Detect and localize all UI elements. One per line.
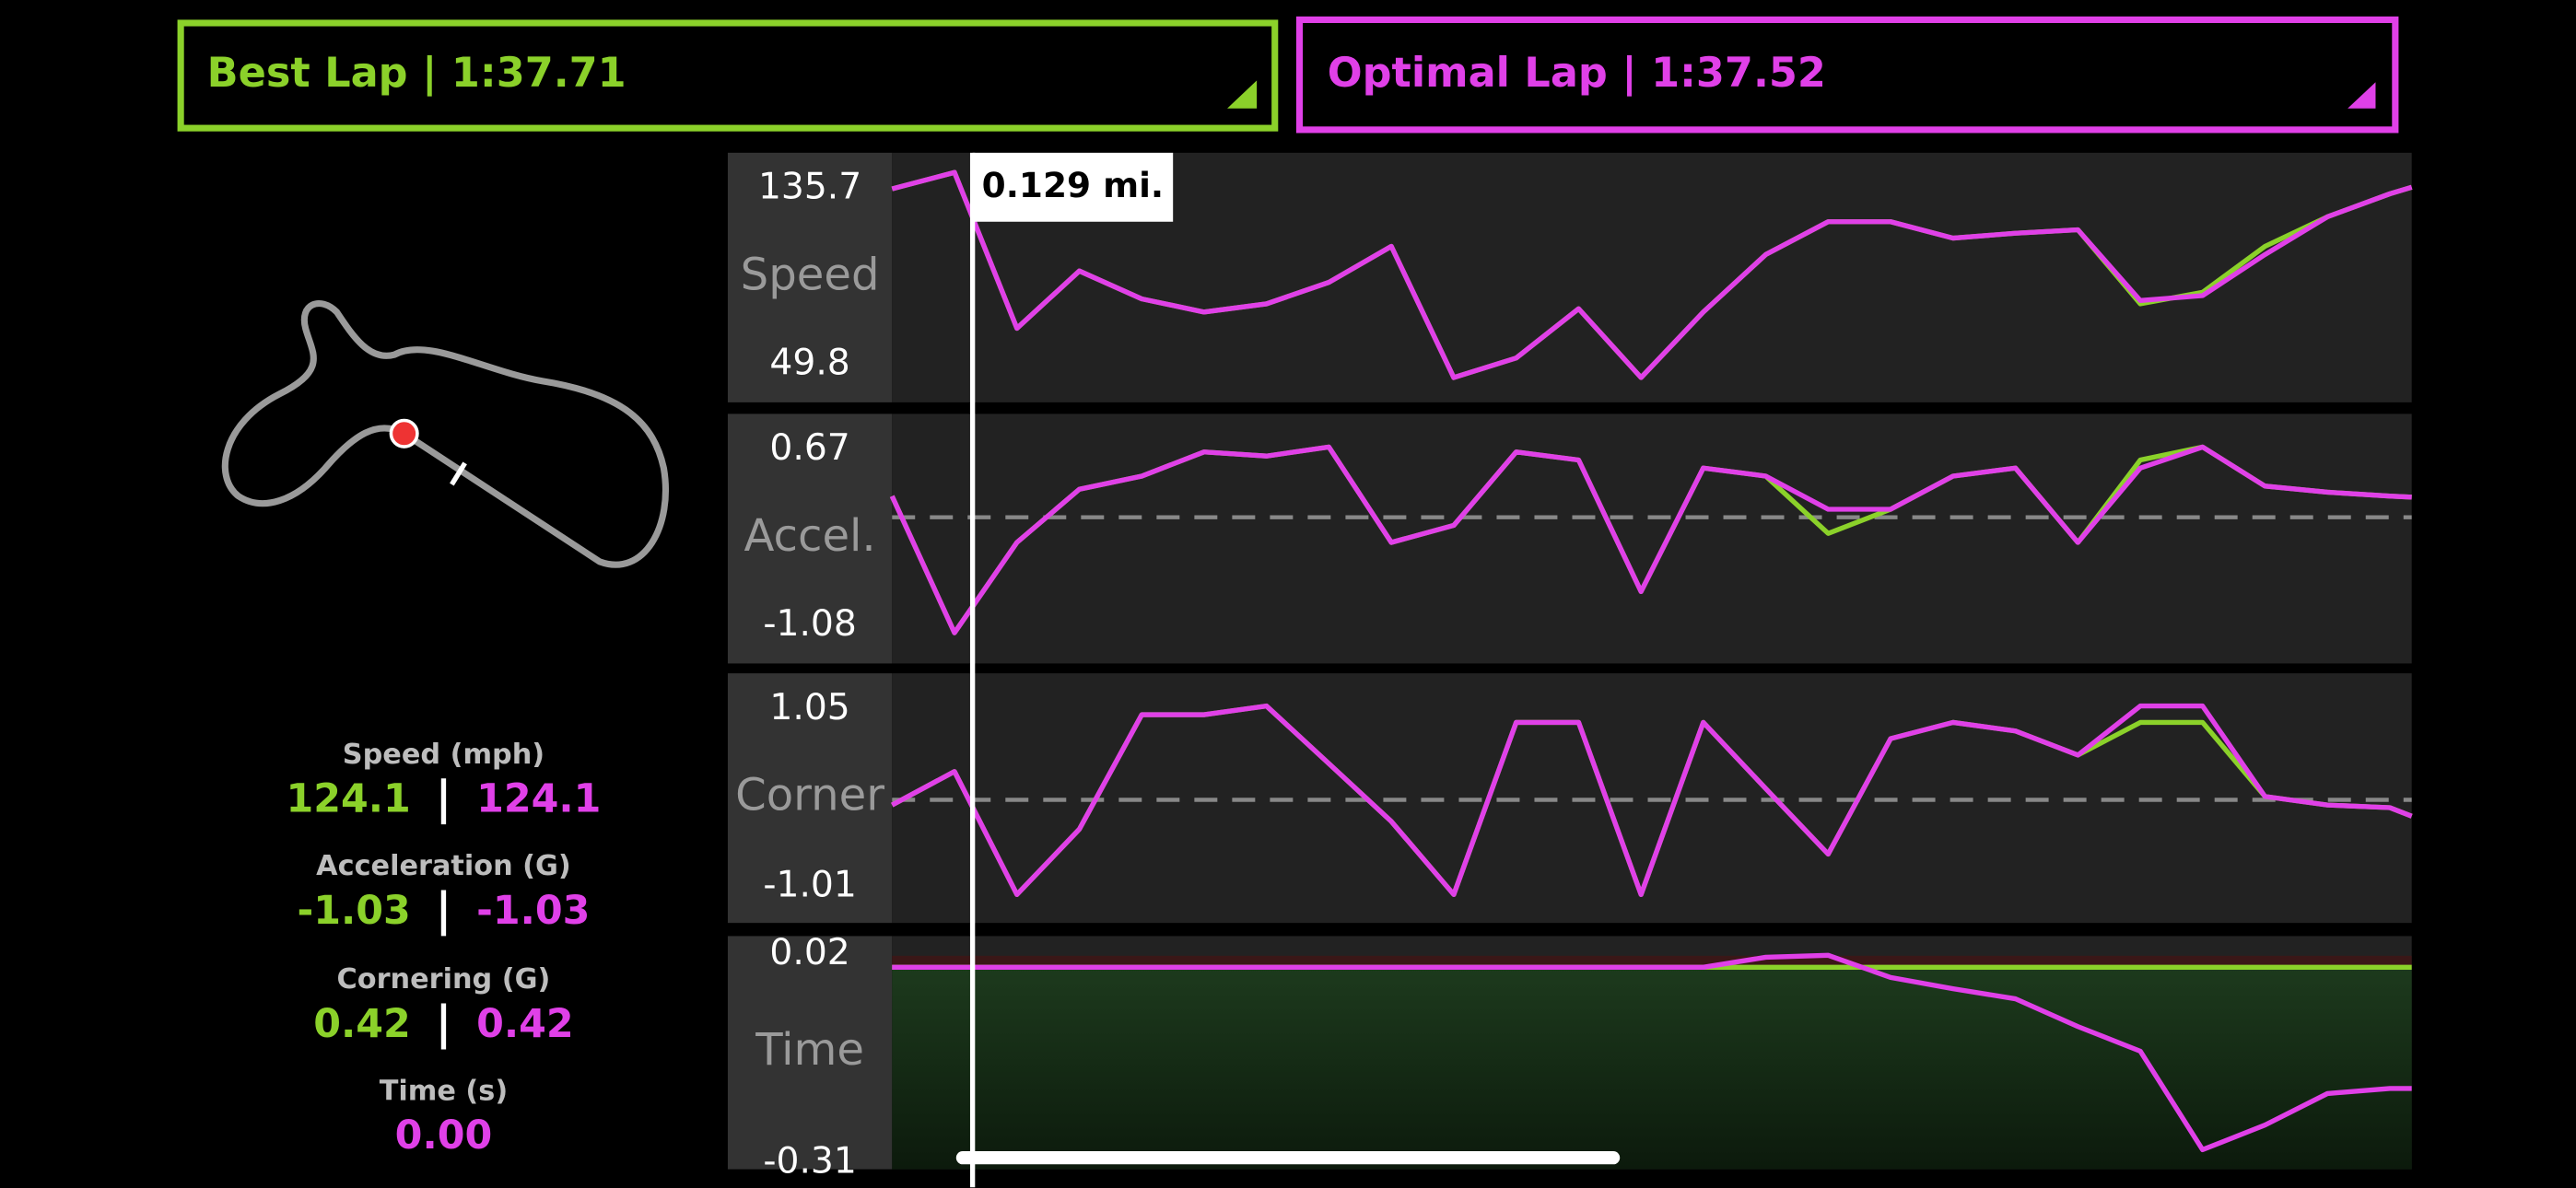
stat-best: -1.03 — [297, 888, 410, 934]
y-tick-label: 0.02 — [769, 932, 849, 973]
stat-optimal: 124.1 — [476, 776, 601, 822]
y-tick-label: 0.67 — [769, 427, 849, 469]
loss-zone — [892, 955, 2412, 968]
optimal-lap-button[interactable]: Optimal Lap | 1:37.52 — [1295, 16, 2399, 134]
y-axis-title: Accel. — [744, 510, 875, 562]
y-axis-title: Time — [755, 1024, 864, 1076]
y-tick-label: 49.8 — [769, 342, 849, 383]
stat-optimal: -1.03 — [476, 888, 590, 934]
charts[interactable]: Speed 49.8 135.7 Accel. -1.08 0.67 Corner -1.01… — [727, 152, 2413, 1188]
optimal-lap-label: Optimal Lap | 1:37.52 — [1328, 49, 1826, 97]
stat-best: 0.42 — [313, 1001, 411, 1047]
dropdown-corner — [2348, 82, 2376, 109]
y-axis-title: Speed — [741, 249, 880, 300]
y-tick-label: -0.31 — [763, 1140, 856, 1182]
y-axis-gutter — [727, 152, 893, 402]
stat-optimal: 0.42 — [476, 1001, 574, 1047]
home-indicator — [955, 1151, 1621, 1165]
y-tick-label: -1.08 — [763, 603, 856, 645]
stat-label: Time (s) — [380, 1075, 508, 1107]
y-axis-gutter — [727, 413, 893, 664]
stats-panel: Speed (mph) 124.1 124.1 Acceleration (G) -1.… — [286, 739, 601, 1159]
cursor-label-box — [972, 152, 1174, 222]
stat-optimal: 0.00 — [395, 1112, 493, 1159]
button-frame — [177, 19, 1279, 132]
stat-label: Speed (mph) — [343, 739, 544, 771]
button-frame — [1295, 16, 2399, 134]
y-tick-label: 1.05 — [769, 687, 849, 728]
y-axis-gutter — [727, 673, 893, 924]
series-line — [890, 703, 2413, 897]
series-line — [891, 169, 2413, 380]
y-axis-title: Corner — [735, 770, 884, 821]
stat-best: 124.1 — [286, 776, 410, 822]
y-tick-label: -1.01 — [763, 864, 856, 905]
series-line — [889, 444, 2412, 635]
gain-zone — [892, 967, 2412, 1170]
track-map — [221, 300, 670, 568]
track-outline — [221, 300, 670, 568]
best-lap-label: Best Lap | 1:37.71 — [207, 49, 626, 97]
cursor-label: 0.129 mi. — [982, 165, 1165, 205]
start-finish-line — [450, 461, 467, 486]
y-tick-label: 135.7 — [758, 167, 861, 208]
car-position — [389, 418, 419, 448]
y-axis-gutter — [727, 936, 893, 1170]
stat-label: Cornering (G) — [337, 963, 551, 996]
series-line — [892, 952, 2412, 1153]
stat-label: Acceleration (G) — [316, 850, 571, 882]
